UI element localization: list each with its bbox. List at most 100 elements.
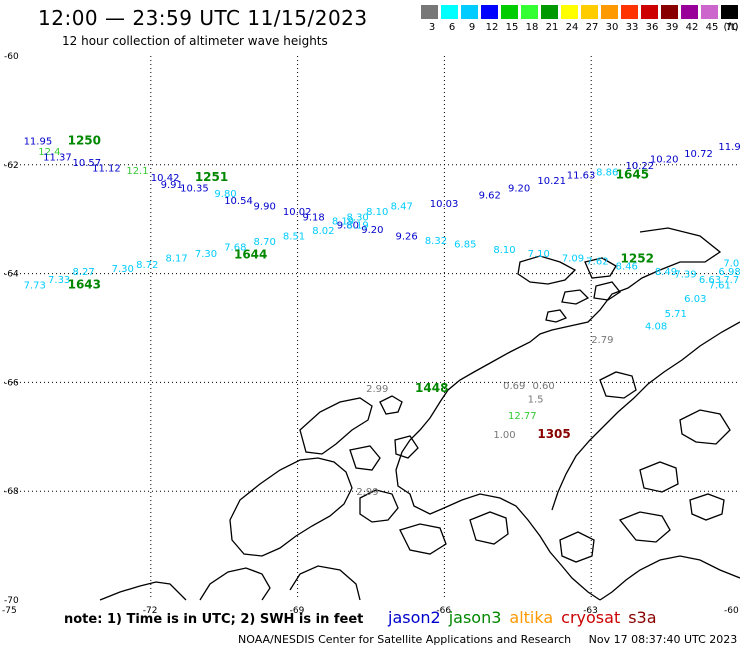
satellite-legend: jason2 jason3 altika cryosat s3a <box>388 608 665 627</box>
wave-height-label: 8.10 <box>366 207 388 218</box>
scale-swatch <box>721 5 738 19</box>
lat-tick-label: -66 <box>4 378 19 388</box>
wave-height-label: 7.72 <box>723 275 740 286</box>
scale-swatch <box>461 5 478 19</box>
legend-jason3: jason3 <box>448 608 502 627</box>
wave-height-label: 10.02 <box>283 207 312 218</box>
wave-height-label: 8.72 <box>136 260 158 271</box>
wave-height-label: 10.35 <box>180 184 209 195</box>
pass-time-label: 1250 <box>68 133 101 147</box>
map-subtitle: 12 hour collection of altimeter wave hei… <box>62 34 328 48</box>
wave-height-label: 10.20 <box>650 154 679 165</box>
wave-height-label: 10.21 <box>537 176 566 187</box>
scale-swatch <box>641 5 658 19</box>
lon-tick-label: -63 <box>583 606 598 616</box>
wave-height-label: 0.69 <box>503 381 525 392</box>
wave-height-label: 8.70 <box>254 237 276 248</box>
wave-height-label: 8.30 <box>347 212 369 223</box>
wave-height-label: 12.77 <box>508 411 537 422</box>
timestamp-text: Nov 17 08:37:40 UTC 2023 <box>588 633 738 646</box>
scale-label: 39 <box>665 22 679 33</box>
scale-swatch <box>601 5 618 19</box>
lat-tick-label: -60 <box>4 52 19 62</box>
wave-height-label: 8.27 <box>73 267 95 278</box>
wave-height-label: 9.26 <box>395 232 417 243</box>
pass-time-label: 1448 <box>415 381 448 395</box>
wave-height-label: 11.99 <box>718 142 740 153</box>
scale-label: 12 <box>485 22 499 33</box>
scale-label: 24 <box>565 22 579 33</box>
wave-height-label: 11.37 <box>43 153 72 164</box>
footer-note: note: 1) Time is in UTC; 2) SWH is in fe… <box>64 612 364 627</box>
wave-height-label: 6.85 <box>454 240 476 251</box>
scale-swatch <box>661 5 678 19</box>
wave-height-label: 5.71 <box>665 309 687 320</box>
scale-swatch <box>701 5 718 19</box>
wave-height-label: 9.20 <box>508 184 530 195</box>
scale-label: 9 <box>468 22 476 33</box>
scale-swatch <box>541 5 558 19</box>
scale-label: 18 <box>525 22 539 33</box>
wave-height-label: 7.10 <box>528 249 550 260</box>
wave-height-label: 9.62 <box>479 191 501 202</box>
wave-height-label: 11.12 <box>92 164 121 175</box>
lon-tick-label: -72 <box>143 606 158 616</box>
pass-time-label: 1305 <box>537 427 570 441</box>
pass-time-label: 1645 <box>616 168 649 182</box>
wave-height-label: 7.61 <box>709 280 731 291</box>
wave-height-label: 8.17 <box>165 253 187 264</box>
wave-height-label: 8.86 <box>596 167 618 178</box>
wave-height-label: 2.99 <box>356 487 378 498</box>
wave-height-label: 7.09 <box>562 253 584 264</box>
map-title: 12:00 — 23:59 UTC 11/15/2023 <box>38 6 368 30</box>
wave-height-label: 12.4 <box>38 147 60 158</box>
wave-height-label: 7.33 <box>48 275 70 286</box>
wave-height-label: 8.49 <box>655 267 677 278</box>
wave-height-label: 7.62 <box>586 257 608 268</box>
scale-swatch <box>421 5 438 19</box>
credit-text: NOAA/NESDIS Center for Satellite Applica… <box>238 633 572 646</box>
legend-s3a: s3a <box>628 608 657 627</box>
wave-height-label: 10.54 <box>224 196 253 207</box>
coastline <box>99 227 740 601</box>
scale-label: 6 <box>448 22 456 33</box>
scale-label: 15 <box>505 22 519 33</box>
pass-time-label: 1644 <box>234 248 267 262</box>
color-scale-legend: 3 6 9 12 15 18 21 24 27 30 33 36 39 42 45 70 (ft) <box>421 5 739 35</box>
pass-time-label: 1643 <box>68 277 101 291</box>
wave-height-label: 4.08 <box>645 321 667 332</box>
wave-height-label: 9.18 <box>302 212 324 223</box>
lon-tick-label: -66 <box>436 606 451 616</box>
scale-swatch <box>561 5 578 19</box>
wave-height-label: 10.57 <box>73 158 102 169</box>
scale-label: 42 <box>685 22 699 33</box>
footer-credit-line: NOAA/NESDIS Center for Satellite Applica… <box>238 633 737 646</box>
wave-height-label: 1.5 <box>528 395 544 406</box>
wave-height-label: 9.80 <box>214 189 236 200</box>
wave-height-label: 1.00 <box>493 430 515 441</box>
wave-height-label: 6.63 <box>699 275 721 286</box>
wave-height-label: 9.80 <box>337 221 359 232</box>
wave-height-label: 7.30 <box>112 264 134 275</box>
scale-label: 21 <box>545 22 559 33</box>
scale-label: 27 <box>585 22 599 33</box>
scale-swatch <box>521 5 538 19</box>
wave-height-label: 8.32 <box>425 236 447 247</box>
scale-unit: (ft) <box>723 22 739 33</box>
scale-swatch <box>581 5 598 19</box>
wave-height-label: 10.42 <box>151 173 180 184</box>
wave-height-label: 2.79 <box>591 335 613 346</box>
lat-tick-label: -70 <box>4 596 19 606</box>
scale-label: 70 <box>725 22 739 33</box>
lat-tick-label: -68 <box>4 487 19 497</box>
wave-height-label: 9.90 <box>254 202 276 213</box>
wave-height-label: 7.39 <box>674 270 696 281</box>
lon-tick-label: -75 <box>2 606 17 616</box>
wave-height-label: 6.98 <box>718 267 740 278</box>
wave-height-label: 7.30 <box>195 249 217 260</box>
lon-tick-label: -69 <box>290 606 305 616</box>
scale-label: 36 <box>645 22 659 33</box>
wave-height-label: 8.10 <box>493 245 515 256</box>
wave-height-label: 9.20 <box>361 225 383 236</box>
